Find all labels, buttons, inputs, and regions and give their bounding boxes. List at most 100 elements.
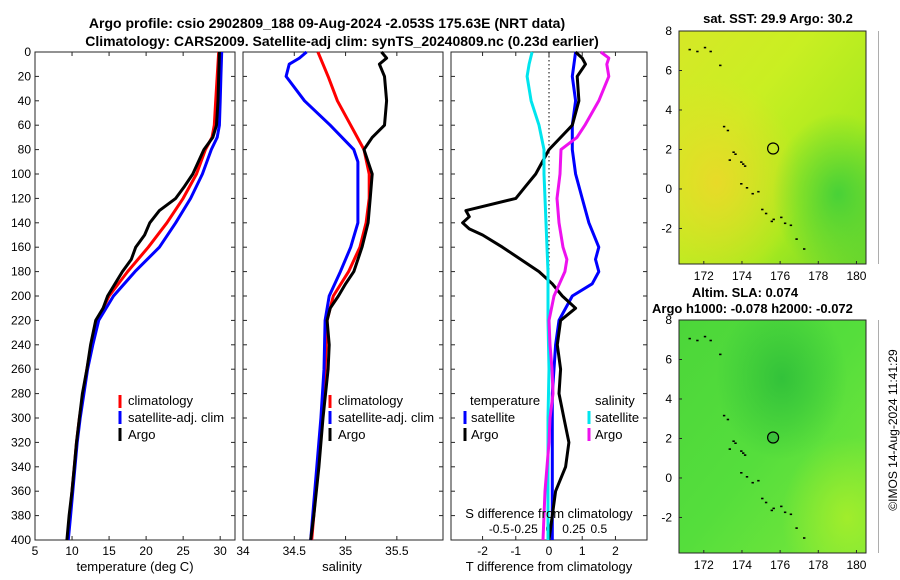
salinity-axes [242,51,444,541]
temperature-axes [34,51,236,541]
temperature-yticks: 0 20 40 60 80 100 120 140 160 180 200 220 240 260 280 3… [11,45,235,547]
temperature-legend: climatology satellite-adj. clim Argo [118,393,224,442]
difference-xlabel: T difference from climatology [466,559,633,574]
y-tick-label: 40 [18,94,32,108]
island-dot [719,64,722,67]
island-dot [745,476,749,478]
y-tick-label: 100 [11,167,31,181]
sst-map-argo-marker [766,142,780,155]
map-y-tick-label: 6 [665,352,672,366]
difference-yticks [451,51,647,541]
island-dot [688,48,691,51]
y-tick-label: 20 [18,69,32,83]
legend-s-satellite-label: satellite [595,410,639,425]
legend-satellite-label: satellite-adj. clim [128,410,224,425]
y-tick-label: 400 [11,533,31,547]
y-tick-label: 140 [11,216,31,230]
salinity-panel: 34 34.5 35 35.5 salinity climatology satell… [236,50,444,574]
sst-map-islands [688,46,806,250]
map-x-tick-label: 180 [846,558,866,572]
island-dot [780,216,783,219]
legend-climatology-label: climatology [338,393,404,408]
island-dot [742,452,745,454]
map-y-tick-label: -2 [661,221,672,235]
figure-title-line1: Argo profile: csio 2902809_188 09-Aug-20… [89,15,565,31]
island-dot [757,479,760,482]
y-tick-label: 240 [11,338,31,352]
legend-climatology-label: climatology [128,393,194,408]
y-tick-label: 380 [11,509,31,523]
island-dot [743,454,747,456]
island-dot [764,501,768,504]
series-line-t-argo [461,50,587,541]
legend-t-satellite-label: satellite [471,410,515,425]
temperature-lines [65,51,224,541]
sst-map-frame [678,30,867,265]
island-dot [703,46,707,49]
island-dot [696,50,699,53]
island-dot [722,125,726,128]
island-dot [783,511,787,514]
x-tick-label: 1 [579,544,586,558]
y-tick-label: 220 [11,313,31,327]
series-line-argo [65,51,221,541]
island-dot [783,222,787,225]
island-dot [740,472,743,474]
map-y-tick-label: 6 [665,63,672,77]
sla-map-frame [678,319,867,554]
figure-title-line2: Climatology: CARS2009. Satellite-adj cli… [85,33,599,49]
map-x-tick-label: 172 [694,558,714,572]
x-tick-label: 0 [546,544,553,558]
island-dot [722,414,726,417]
island-dot [696,339,699,342]
x-tick-label: 35.5 [385,544,409,558]
x-tick-label: -2 [477,544,488,558]
x-tick-label: 30 [214,544,228,558]
sst-map-cool-patch [679,31,866,264]
island-dot [789,224,793,227]
legend-salinity-title: salinity [595,393,635,408]
island-dot [770,220,773,223]
map-y-tick-label: 2 [665,431,672,445]
island-dot [780,505,783,508]
sla-map-islands [688,335,806,539]
temperature-panel: 0 20 40 60 80 100 120 140 160 180 200 220 240 260 280 3… [11,45,236,574]
island-dot [709,50,712,53]
legend-argo-label: Argo [338,427,365,442]
island-dot [772,218,775,221]
island-dot [726,418,730,421]
x-tick-label: -1 [510,544,521,558]
map-y-tick-label: 8 [665,313,672,327]
y-tick-label: 120 [11,191,31,205]
x-tick-label: 35 [339,544,353,558]
island-dot [740,450,743,452]
island-dot [751,481,754,484]
sst-colorbar-edge [878,31,879,264]
legend-s-argo-label: Argo [595,427,622,442]
legend-satellite-label: satellite-adj. clim [338,410,434,425]
island-dot [770,509,773,512]
map-y-tick-label: 4 [665,103,672,117]
island-dot [789,513,793,516]
island-dot [795,527,798,529]
sst-map-ticks: 172 174 176 178 180 8 6 4 2 0 -2 [661,24,866,283]
island-dot [761,497,764,500]
salinity-xlabel: salinity [322,559,362,574]
series-line-s-argo [541,50,611,541]
salinity-lines [284,50,389,541]
island-dot [772,507,775,510]
island-dot [743,165,747,167]
series-line-satellite-adj-clim [284,50,360,541]
map-y-tick-label: 8 [665,24,672,38]
sla-map-title-line1: Altim. SLA: 0.074 [692,285,799,300]
sla-map: Altim. SLA: 0.074 Argo h1000: -0.078 h20… [652,285,879,572]
island-dot [761,208,764,211]
series-line-argo [309,51,389,541]
y-tick-label: 60 [18,118,32,132]
difference-legend: temperature satellite Argo salinity sate… [463,393,639,442]
legend-temperature-title: temperature [470,393,540,408]
imos-watermark: ©IMOS 14-Aug-2024 11:41:29 [886,349,900,511]
island-dot [751,192,754,195]
